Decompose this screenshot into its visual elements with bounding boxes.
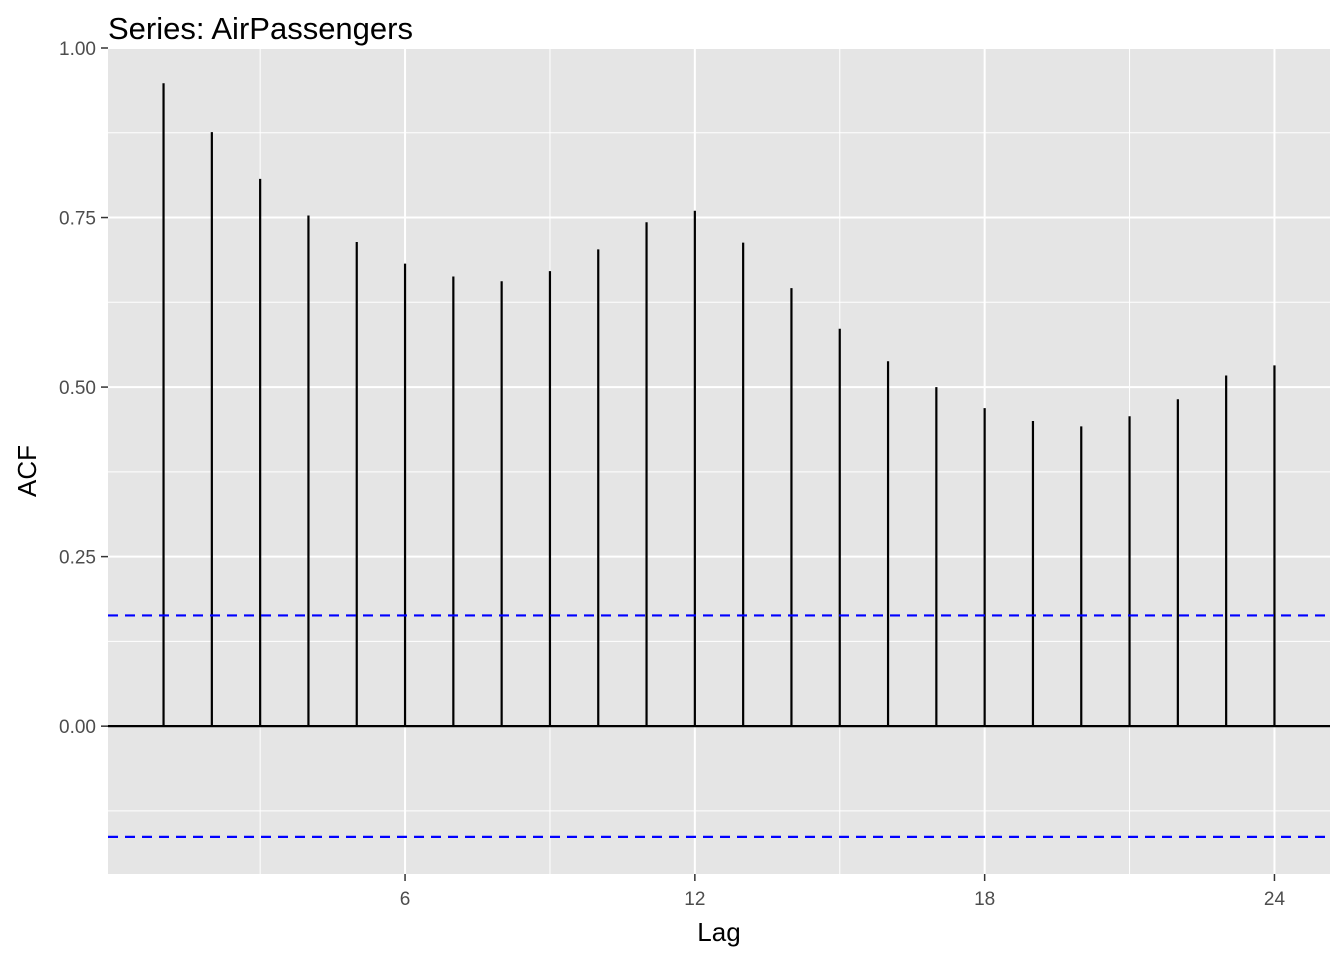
y-tick-label: 0.50 (59, 378, 96, 399)
y-tick-label: 0.75 (59, 209, 96, 230)
y-tick-label: 0.25 (59, 548, 96, 569)
plot-panel (108, 48, 1330, 874)
x-axis-title: Lag (697, 917, 740, 947)
y-tick-label: 1.00 (59, 39, 96, 60)
x-tick-label: 6 (400, 889, 411, 910)
y-tick-label: 0.00 (59, 717, 96, 738)
x-tick-label: 18 (974, 889, 995, 910)
chart-title: Series: AirPassengers (108, 11, 413, 46)
x-tick-label: 24 (1264, 889, 1286, 910)
y-axis: 0.00 0.25 0.50 0.75 1.00 (59, 39, 108, 738)
x-axis: 6 12 18 24 (400, 874, 1286, 910)
acf-bars (108, 83, 1330, 728)
x-tick-label: 12 (684, 889, 705, 910)
y-axis-title: ACF (12, 445, 42, 497)
